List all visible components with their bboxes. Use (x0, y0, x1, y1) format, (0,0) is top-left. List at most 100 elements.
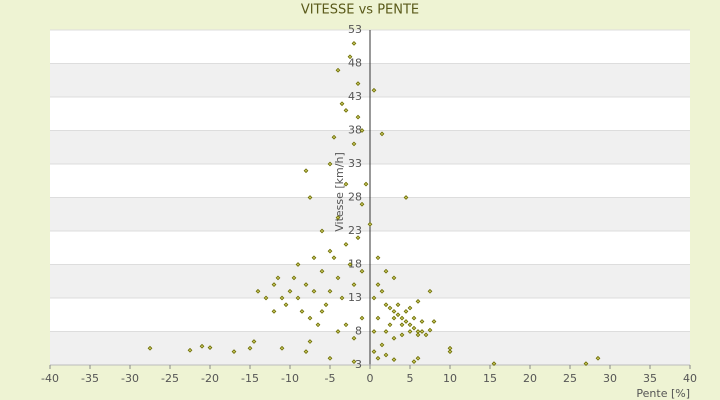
point (371, 329, 377, 334)
point (315, 322, 321, 328)
point (319, 309, 325, 314)
x-tick-label: -20 (201, 372, 219, 385)
point (419, 319, 425, 324)
point (339, 101, 345, 107)
point (327, 161, 333, 167)
point (327, 248, 333, 254)
point (407, 305, 413, 311)
x-tick-label: 5 (407, 372, 414, 385)
point (399, 315, 405, 321)
x-tick-label: 35 (643, 372, 657, 385)
point (199, 343, 205, 349)
y-tick-label: 48 (348, 57, 362, 70)
point (359, 201, 365, 207)
point (347, 262, 353, 267)
point (371, 295, 377, 301)
x-tick-label: 10 (443, 372, 457, 385)
point (343, 108, 349, 113)
point (187, 347, 193, 353)
point (319, 228, 325, 234)
point (255, 288, 261, 294)
point (347, 54, 353, 60)
y-tick-label: 23 (348, 224, 362, 237)
point (379, 342, 385, 348)
point (399, 322, 405, 328)
point (335, 67, 341, 73)
point (307, 315, 313, 321)
point (331, 134, 337, 140)
point (355, 114, 361, 120)
point (147, 345, 153, 351)
point (383, 352, 389, 358)
point (375, 255, 381, 261)
point (371, 87, 377, 93)
point (303, 282, 309, 287)
point (399, 332, 405, 338)
point (287, 288, 293, 294)
point (271, 309, 277, 314)
point (323, 302, 329, 308)
chart-title: VITESSE vs PENTE (301, 3, 419, 18)
point (343, 242, 349, 247)
point (279, 295, 285, 301)
point (359, 128, 365, 133)
point (391, 315, 397, 321)
point (335, 215, 341, 220)
point (291, 275, 297, 281)
x-tick-label: -30 (121, 372, 139, 385)
y-tick-label: 8 (355, 325, 362, 338)
point (375, 315, 381, 321)
point (383, 268, 389, 274)
point (355, 235, 361, 241)
x-tick-label: -15 (241, 372, 259, 385)
point (351, 41, 357, 46)
point (295, 262, 301, 267)
x-tick-label: 0 (367, 372, 374, 385)
x-tick-label: 40 (683, 372, 697, 385)
point (359, 315, 365, 321)
point (355, 81, 361, 86)
point (419, 329, 425, 334)
x-tick-label: -10 (281, 372, 299, 385)
y-tick-label: 38 (348, 124, 362, 137)
point (299, 309, 305, 314)
point (319, 268, 325, 274)
point (295, 295, 301, 301)
x-tick-label: 30 (603, 372, 617, 385)
point (343, 181, 349, 187)
point (415, 298, 421, 304)
point (307, 195, 313, 200)
y-tick-label: 13 (348, 291, 362, 304)
x-axis-label: Pente [%] (636, 387, 690, 400)
point (447, 349, 453, 354)
point (311, 255, 317, 261)
point (383, 329, 389, 334)
point (327, 288, 333, 294)
point (343, 322, 349, 328)
point (231, 349, 237, 354)
point (387, 305, 393, 311)
point (251, 339, 257, 344)
point (407, 322, 413, 328)
point (583, 361, 589, 367)
point (303, 168, 309, 174)
point (379, 131, 385, 137)
y-tick-label: 43 (348, 90, 362, 103)
point (283, 302, 289, 308)
point (279, 345, 285, 351)
point (403, 319, 409, 324)
point (351, 141, 357, 147)
point (391, 275, 397, 281)
point (263, 295, 269, 301)
point (387, 322, 393, 328)
point (391, 357, 397, 363)
point (351, 282, 357, 287)
x-tick-label: -5 (325, 372, 336, 385)
x-tick-label: 20 (523, 372, 537, 385)
point (403, 195, 409, 200)
point (359, 268, 365, 274)
point (339, 295, 345, 301)
y-tick-label: 28 (348, 191, 362, 204)
point (423, 332, 429, 338)
